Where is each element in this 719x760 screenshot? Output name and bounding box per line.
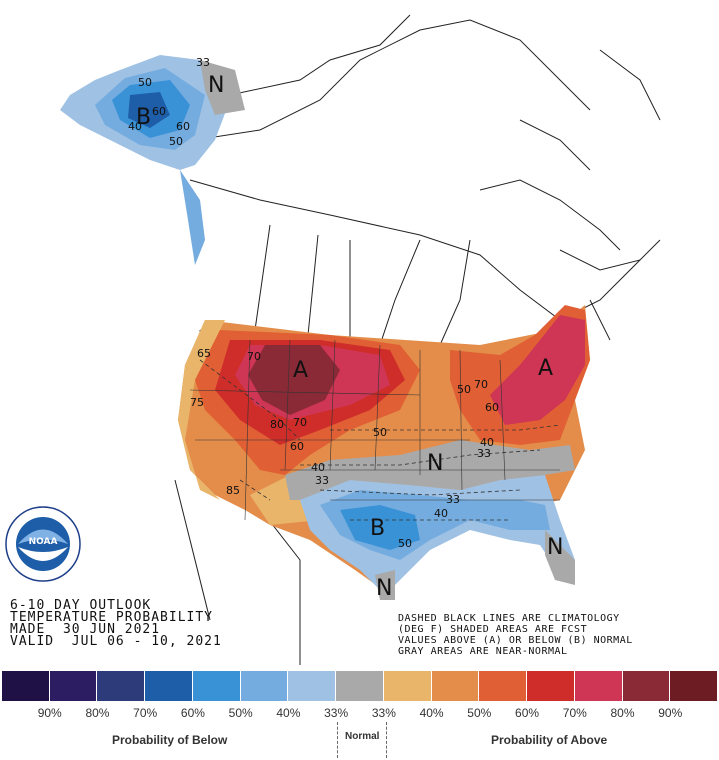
central-normal-letter: N <box>427 451 444 476</box>
west-above-letter: A <box>293 358 309 383</box>
northeast-above-letter: A <box>538 356 554 381</box>
noaa-logo: NOAA <box>4 505 82 583</box>
legend-below-caption: Probability of Below <box>112 733 228 747</box>
notes-line1: DASHED BLACK LINES ARE CLIMATOLOGY <box>398 613 620 624</box>
legend-swatch <box>288 671 337 701</box>
legend-tick-above: 33% <box>371 706 396 720</box>
contour-label: 75 <box>190 396 204 409</box>
contour-label: 33 <box>446 493 460 506</box>
outlook-line3: MADE 30 JUN 2021 <box>10 622 161 637</box>
contour-label: 85 <box>226 484 240 497</box>
legend-tick-below: 50% <box>228 706 253 720</box>
state-lines <box>189 339 560 521</box>
contour-label: 70 <box>247 350 261 363</box>
legend-tick-above: 90% <box>658 706 683 720</box>
climatology-lines <box>199 359 561 521</box>
contour-label: 40 <box>434 507 448 520</box>
contour-label: 33 <box>196 56 210 69</box>
legend-tick-below: 60% <box>180 706 205 720</box>
contour-label: 80 <box>270 418 284 431</box>
alaska-below-letter: B <box>136 105 152 130</box>
noaa-logo-text: NOAA <box>28 537 58 547</box>
contour-label: 60 <box>176 120 190 133</box>
legend-swatch <box>431 671 480 701</box>
map-drawing <box>60 14 661 665</box>
contour-label: 70 <box>474 378 488 391</box>
legend-tick-above: 40% <box>419 706 444 720</box>
notes-line2: (DEG F) SHADED AREAS ARE FCST <box>398 624 588 635</box>
legend-tick-above: 60% <box>515 706 540 720</box>
noaa-logo-graphic <box>5 506 81 582</box>
legend-swatch <box>574 671 623 701</box>
legend-tick-below: 90% <box>37 706 62 720</box>
contour-label: 60 <box>152 105 166 118</box>
legend-tick-labels: 90% 80% 70% 60% 50% 40% 33% 33% 40% 50% 60% 70% 80% 9… <box>2 706 718 722</box>
legend-swatch <box>622 671 671 701</box>
legend-normal-caption: Normal <box>345 731 380 742</box>
contour-label: 50 <box>169 135 183 148</box>
legend-swatch <box>383 671 432 701</box>
contour-label: 33 <box>315 474 329 487</box>
legend-swatch <box>97 671 146 701</box>
texas-south-normal-letter: N <box>376 576 393 601</box>
notes-line3: VALUES ABOVE (A) OR BELOW (B) NORMAL <box>398 635 633 646</box>
contour-label: 40 <box>128 120 142 133</box>
legend-swatch <box>192 671 241 701</box>
contour-label: 50 <box>138 76 152 89</box>
legend-swatch <box>49 671 98 701</box>
legend-swatch <box>2 671 50 701</box>
legend-color-bar <box>2 671 719 701</box>
legend-swatch <box>670 671 719 701</box>
legend-tick-below: 40% <box>276 706 301 720</box>
conus-shading <box>178 305 590 600</box>
outlook-map: B N A A N B N N 50 60 60 40 50 33 65 75 … <box>4 14 661 665</box>
legend-swatch <box>240 671 289 701</box>
outlook-line1: 6-10 DAY OUTLOOK <box>10 598 152 613</box>
outlook-line4: VALID JUL 06 - 10, 2021 <box>10 634 222 649</box>
contour-label: 60 <box>290 440 304 453</box>
legend-swatch <box>527 671 575 701</box>
alaska-shading <box>60 55 245 265</box>
normal-divider-left <box>337 722 338 758</box>
legend-tick-below: 80% <box>85 706 110 720</box>
contour-label: 33 <box>477 447 491 460</box>
legend-tick-above: 70% <box>562 706 587 720</box>
contour-label: 50 <box>373 426 387 439</box>
alaska-normal-letter: N <box>208 73 225 98</box>
contour-label: 60 <box>485 401 499 414</box>
normal-divider-right <box>386 722 387 758</box>
notes-line4: GRAY AREAS ARE NEAR-NORMAL <box>398 646 568 657</box>
legend-above-caption: Probability of Above <box>491 733 608 747</box>
legend-tick-above: 80% <box>610 706 635 720</box>
florida-normal-letter: N <box>547 535 564 560</box>
texas-below-letter: B <box>370 516 386 541</box>
contour-label: 70 <box>293 416 307 429</box>
contour-label: 50 <box>457 383 471 396</box>
legend-swatch <box>336 671 384 701</box>
legend-tick-below: 33% <box>324 706 349 720</box>
map-notes: DASHED BLACK LINES ARE CLIMATOLOGY (DEG F… <box>398 613 633 657</box>
legend-swatch <box>479 671 528 701</box>
contour-label: 40 <box>480 436 494 449</box>
outlook-line2: TEMPERATURE PROBABILITY <box>10 610 214 625</box>
legend-swatch <box>145 671 193 701</box>
legend-tick-above: 50% <box>467 706 492 720</box>
legend-tick-below: 70% <box>133 706 158 720</box>
outlook-info: 6-10 DAY OUTLOOK TEMPERATURE PROBABILITY M… <box>10 598 222 649</box>
contour-label: 40 <box>311 461 325 474</box>
contour-label: 65 <box>197 347 211 360</box>
contour-label: 50 <box>398 537 412 550</box>
